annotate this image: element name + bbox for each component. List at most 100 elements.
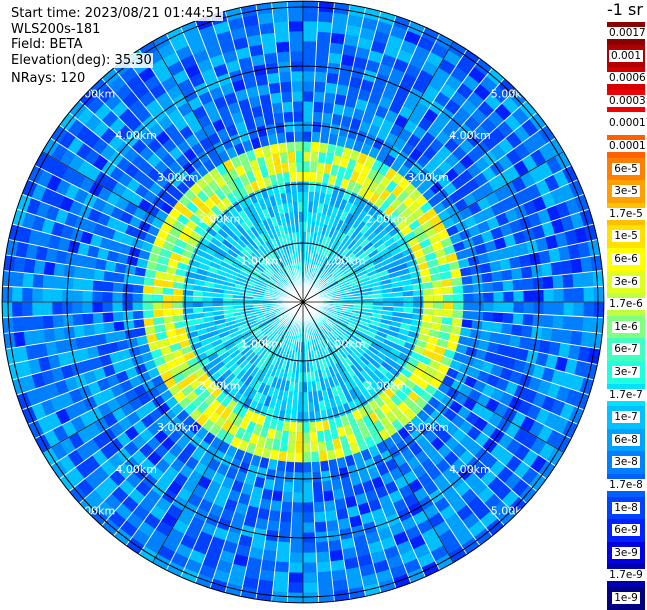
range-gate (412, 510, 429, 526)
range-gate (397, 413, 411, 427)
range-gate (544, 412, 560, 430)
range-gate (362, 212, 373, 225)
range-gate (310, 242, 316, 253)
range-gate (275, 41, 290, 53)
range-gate (593, 302, 604, 318)
range-gate (270, 366, 278, 377)
range-gate (482, 282, 494, 293)
range-gate (208, 411, 221, 424)
range-gate (312, 275, 318, 285)
range-gate (95, 258, 107, 271)
range-gate (321, 173, 331, 185)
range-gate (168, 365, 182, 378)
range-gate (132, 82, 150, 100)
ray-separator (79, 301, 304, 504)
range-gate (320, 269, 329, 279)
range-gate (170, 187, 184, 201)
range-gate (370, 40, 387, 54)
range-gate (484, 351, 497, 364)
range-gate (512, 359, 526, 374)
range-gate (2, 270, 14, 287)
range-gate (102, 281, 114, 292)
ray-separator (302, 301, 382, 593)
range-gate (543, 288, 554, 302)
range-gate (293, 211, 299, 223)
range-gate (409, 188, 423, 202)
range-gate (162, 181, 177, 195)
range-gate (252, 356, 262, 367)
range-gate (282, 266, 290, 276)
range-gate (335, 373, 344, 385)
range-gate (262, 230, 272, 242)
range-gate (32, 273, 44, 289)
range-gate (572, 272, 584, 288)
colorbar-cell: 6e-9 (607, 519, 645, 543)
range-gate (67, 449, 84, 468)
range-gate (51, 442, 68, 461)
range-gate (560, 329, 573, 345)
range-gate (84, 438, 101, 456)
range-gate (317, 281, 327, 290)
range-gate (324, 273, 333, 282)
range-gate (397, 401, 410, 414)
range-gate (353, 332, 364, 341)
range-gate (101, 387, 116, 403)
range-gate (173, 281, 185, 290)
range-gate (276, 541, 291, 553)
range-gate (67, 118, 85, 137)
range-gate (480, 360, 494, 374)
range-gate (321, 347, 328, 359)
range-gate (242, 263, 253, 272)
range-gate (115, 196, 130, 211)
range-gate (149, 83, 167, 100)
colorbar-cell: 1e-5 (607, 225, 645, 249)
range-gate (558, 342, 571, 359)
range-gate (491, 270, 503, 283)
range-gate (243, 349, 254, 359)
range-gate (376, 351, 388, 361)
range-gate (64, 212, 79, 228)
colorbar-tick-label: 1e-5 (612, 230, 640, 243)
range-gate (410, 415, 424, 429)
range-gate (493, 291, 504, 302)
range-gate (323, 346, 331, 357)
colorbar-tick-label: 6e-7 (612, 343, 640, 356)
range-gate (325, 439, 335, 451)
ray-separator (302, 301, 517, 516)
ray-separator (302, 301, 538, 492)
range-gate (220, 395, 233, 408)
range-gate (358, 470, 372, 484)
range-gate (430, 422, 445, 437)
range-gate (284, 265, 291, 276)
range-gate (28, 165, 44, 184)
range-gate (521, 432, 538, 450)
range-gate (235, 254, 247, 264)
range-gate (422, 288, 434, 296)
range-gate (352, 289, 363, 295)
range-gate (55, 249, 68, 265)
range-gate (546, 156, 563, 175)
range-gate (239, 173, 250, 186)
range-gate (329, 330, 339, 340)
ray-separator (12, 301, 304, 381)
range-gate (289, 41, 303, 52)
range-gate (23, 330, 36, 346)
range-gate (362, 414, 374, 428)
range-gate (357, 383, 368, 395)
range-gate (472, 379, 487, 394)
range-gate (333, 589, 351, 602)
range-gate (371, 508, 386, 522)
ray-separator (3, 270, 304, 303)
range-gate (262, 325, 272, 334)
range-ring-label: 3.00km (157, 171, 199, 184)
colorbar-cell: 0.0003 (607, 89, 647, 113)
range-gate (303, 31, 318, 42)
range-gate (121, 233, 135, 247)
range-gate (368, 323, 380, 331)
range-gate (416, 213, 430, 226)
range-gate (167, 108, 183, 124)
ray-separator (302, 301, 335, 602)
range-gate (193, 225, 206, 237)
range-gate (438, 331, 451, 341)
range-gate (168, 383, 182, 397)
